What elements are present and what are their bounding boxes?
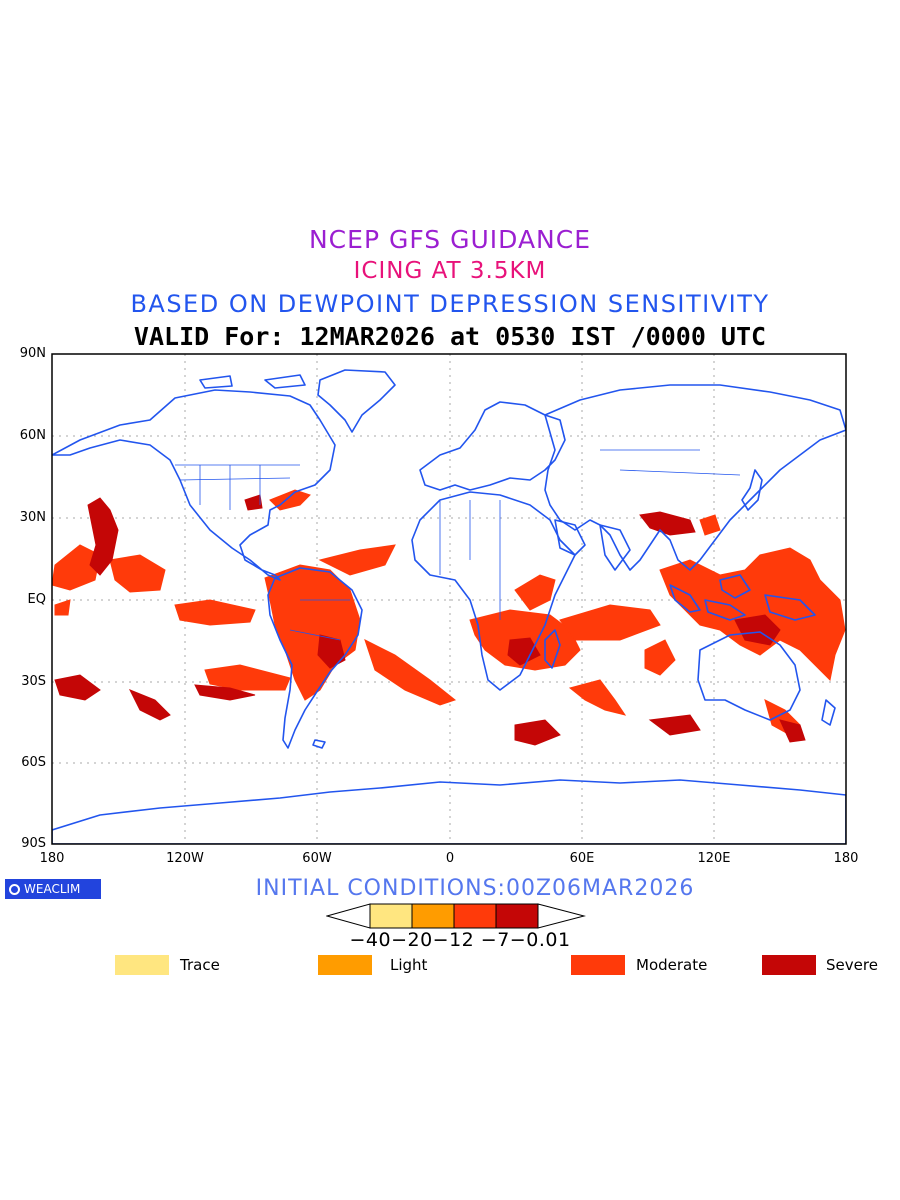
lat-label-30n: 30N	[19, 510, 46, 525]
coastlines	[52, 369, 846, 844]
legend-swatch-trace	[115, 955, 169, 975]
lat-label-60s: 60S	[21, 755, 46, 770]
icing-severe-areas	[54, 494, 806, 746]
lon-label-60e: 60E	[569, 851, 595, 866]
icing-moderate-areas	[52, 489, 846, 736]
title-line-2: ICING AT 3.5KM	[353, 258, 547, 284]
weaclim-logo: WEACLIM	[5, 879, 101, 899]
colorbar-high-arrow	[537, 903, 586, 929]
lat-label-90s: 90S	[21, 836, 46, 851]
colorbar-trace	[369, 903, 413, 929]
lat-label-90n: 90N	[19, 346, 46, 361]
world-map	[51, 353, 847, 845]
lon-label-0: 0	[445, 851, 455, 866]
title-line-1: NCEP GFS GUIDANCE	[308, 225, 591, 254]
colorbar-tick-labels: −40−20−12 −7−0.01	[349, 929, 571, 951]
title-line-3: BASED ON DEWPOINT DEPRESSION SENSITIVITY	[130, 290, 770, 318]
lat-label-60n: 60N	[19, 428, 46, 443]
lat-label-30s: 30S	[21, 674, 46, 689]
legend-label-moderate: Moderate	[636, 956, 708, 974]
legend-swatch-severe	[762, 955, 816, 975]
initial-conditions-label: INITIAL CONDITIONS:00Z06MAR2026	[255, 876, 695, 901]
map-frame	[51, 353, 847, 845]
lon-label-180w: 180	[39, 851, 65, 866]
legend-label-trace: Trace	[180, 956, 220, 974]
legend-swatch-light	[318, 955, 372, 975]
legend-label-severe: Severe	[826, 956, 878, 974]
colorbar-low-arrow	[326, 903, 371, 929]
logo-ring-icon	[9, 883, 20, 895]
lon-label-60w: 60W	[302, 851, 332, 866]
lon-label-180e: 180	[833, 851, 859, 866]
lon-label-120w: 120W	[166, 851, 204, 866]
colorbar-moderate	[453, 903, 497, 929]
country-borders	[175, 449, 741, 641]
colorbar	[326, 903, 586, 929]
valid-time-title: VALID For: 12MAR2026 at 0530 IST /0000 U…	[133, 322, 767, 351]
lon-label-120e: 120E	[697, 851, 731, 866]
lat-label-eq: EQ	[27, 592, 46, 607]
colorbar-severe	[495, 903, 539, 929]
legend-label-light: Light	[390, 956, 428, 974]
logo-text: WEACLIM	[24, 882, 81, 896]
colorbar-light	[411, 903, 455, 929]
legend-swatch-moderate	[571, 955, 625, 975]
